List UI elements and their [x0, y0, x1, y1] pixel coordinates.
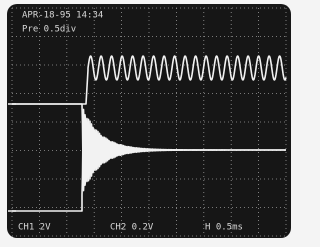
timestamp: APR-18-95 14:34 — [22, 11, 103, 21]
time-scale: H 0.5ms — [205, 223, 243, 233]
trigger-info: Pre 0.5div — [22, 25, 76, 35]
oscilloscope-photo: APR-18-95 14:34 Pre 0.5div CH1 2V CH2 0.… — [0, 0, 295, 247]
ch2-scale: CH2 0.2V — [110, 223, 154, 233]
ch1-scale: CH1 2V — [18, 223, 51, 233]
